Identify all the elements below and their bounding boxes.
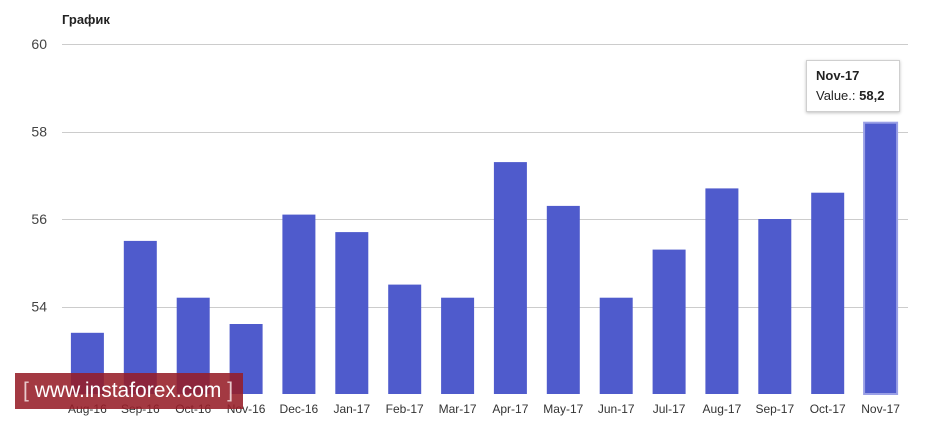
bars bbox=[70, 121, 899, 395]
bar-Apr-17[interactable] bbox=[493, 162, 527, 394]
x-tick-label: Feb-17 bbox=[386, 402, 424, 416]
x-tick-label: May-17 bbox=[543, 402, 583, 416]
x-tick-label: Sep-17 bbox=[755, 402, 794, 416]
tooltip-value: 58,2 bbox=[859, 88, 885, 103]
bar-Aug-17[interactable] bbox=[705, 188, 739, 394]
y-tick-label: 58 bbox=[31, 124, 47, 140]
tooltip-line: Value.: 58,2 bbox=[816, 88, 884, 103]
bar-Sep-17[interactable] bbox=[758, 219, 792, 394]
x-tick-label: Jun-17 bbox=[598, 402, 635, 416]
bar-Nov-17[interactable] bbox=[863, 121, 899, 395]
y-tick-label: 60 bbox=[31, 36, 47, 52]
x-tick-label: Mar-17 bbox=[439, 402, 477, 416]
x-tick-label: Jan-17 bbox=[333, 402, 370, 416]
watermark-text: www.instaforex.com bbox=[34, 379, 222, 402]
bar-Dec-16[interactable] bbox=[282, 214, 316, 394]
tooltip-title: Nov-17 bbox=[816, 68, 860, 83]
bar-Jan-17[interactable] bbox=[335, 232, 369, 394]
x-tick-label: Dec-16 bbox=[280, 402, 319, 416]
x-tick-label: Aug-17 bbox=[703, 402, 742, 416]
bar-Sep-16[interactable] bbox=[123, 240, 157, 394]
x-tick-label: Jul-17 bbox=[653, 402, 686, 416]
watermark: [ www.instaforex.com ] bbox=[15, 373, 243, 409]
watermark-close-bracket: ] bbox=[227, 379, 234, 402]
y-tick-label: 54 bbox=[31, 299, 47, 315]
bar-Oct-17[interactable] bbox=[811, 192, 845, 394]
x-tick-label: Apr-17 bbox=[492, 402, 528, 416]
y-tick-label: 56 bbox=[31, 211, 47, 227]
bar-May-17[interactable] bbox=[546, 205, 580, 394]
bar-Jun-17[interactable] bbox=[599, 297, 633, 394]
x-tick-label: Nov-17 bbox=[861, 402, 900, 416]
y-axis-ticks: 54 56 58 60 bbox=[31, 36, 47, 315]
bar-Mar-17[interactable] bbox=[441, 297, 475, 394]
bar-Feb-17[interactable] bbox=[388, 284, 422, 394]
bar-tooltip: Nov-17 Value.: 58,2 bbox=[806, 60, 900, 112]
x-tick-label: Oct-17 bbox=[810, 402, 846, 416]
bar-Jul-17[interactable] bbox=[652, 249, 686, 394]
watermark-open-bracket: [ bbox=[23, 379, 29, 402]
chart-title: График bbox=[62, 12, 110, 27]
tooltip-label: Value.: bbox=[816, 88, 856, 103]
